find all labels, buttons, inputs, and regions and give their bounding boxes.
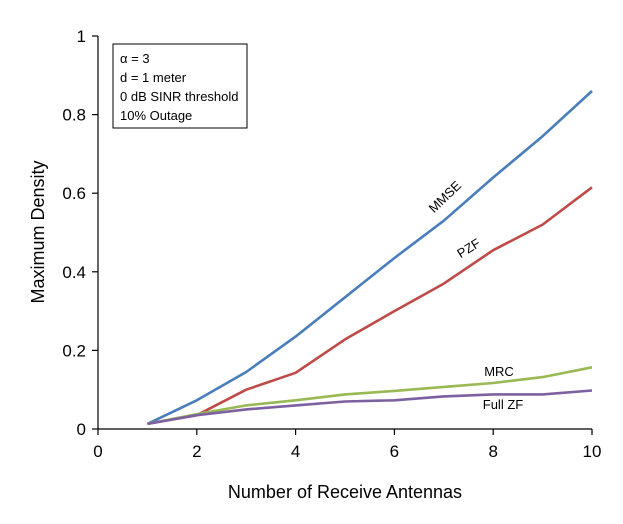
annotation-distance: d = 1 meter	[120, 70, 187, 85]
ticks: 00.20.40.60.810 2 4 6 8 10	[62, 27, 601, 461]
y-tick-label: 0.8	[62, 106, 86, 125]
y-tick-label: 0.6	[62, 184, 86, 203]
series-line-mmse	[146, 90, 593, 426]
annotation-box: α = 3 d = 1 meter 0 dB SINR threshold 10…	[112, 43, 248, 129]
axes	[97, 36, 592, 430]
annotation-threshold: 0 dB SINR threshold	[120, 89, 239, 104]
x-tick-label: 8	[488, 442, 497, 461]
series-label-mrc: MRC	[484, 364, 514, 379]
series-group	[146, 90, 593, 426]
x-tick-label: 6	[390, 442, 399, 461]
annotation-frame	[112, 43, 248, 129]
series-line-full-zf	[147, 389, 593, 426]
y-tick-label: 0.4	[62, 263, 86, 282]
x-axis-title: Number of Receive Antennas	[228, 482, 462, 502]
x-tick-label: 0	[93, 442, 102, 461]
annotation-outage: 10% Outage	[120, 108, 192, 123]
y-tick-label: 0	[77, 420, 86, 439]
series-line-mrc	[147, 366, 593, 426]
series-line-pzf	[147, 186, 593, 426]
y-axis-title: Maximum Density	[28, 160, 48, 303]
annotation-alpha: α = 3	[120, 51, 150, 66]
x-tick-label: 4	[291, 442, 300, 461]
x-tick-label: 2	[192, 442, 201, 461]
series-label-mmse: MMSE	[426, 178, 465, 216]
series-label-pzf: PZF	[454, 235, 483, 261]
y-tick-label: 0.2	[62, 341, 86, 360]
y-tick-label: 1	[77, 27, 86, 46]
series-label-full-zf: Full ZF	[483, 397, 524, 412]
x-tick-label: 10	[583, 442, 602, 461]
